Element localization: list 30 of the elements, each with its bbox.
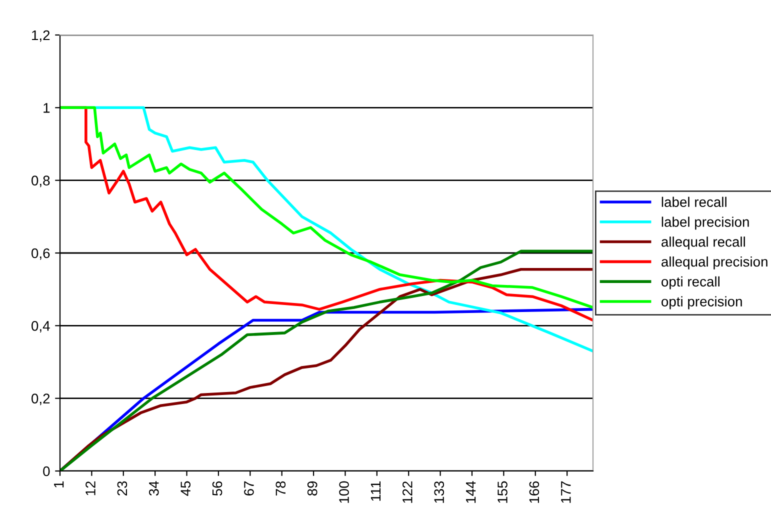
x-tick-label: 133: [434, 481, 444, 503]
x-tick-label: 144: [466, 481, 476, 503]
x-tick-label: 45: [180, 481, 190, 496]
x-tick-label: 23: [117, 481, 128, 496]
x-tick-label: 155: [498, 481, 508, 503]
y-tick-label: 0: [43, 466, 50, 476]
y-tick-label: 0,4: [32, 321, 50, 332]
x-tick-label: 111: [370, 481, 381, 501]
y-tick-label: 0,6: [32, 248, 50, 260]
x-tick-label: 89: [307, 481, 318, 496]
y-tick-label: 1: [44, 103, 50, 113]
legend-label: allequal recall: [662, 236, 745, 250]
x-tick-label: 12: [86, 481, 96, 496]
legend-label: label precision: [662, 216, 749, 230]
x-tick-label: 56: [212, 481, 222, 496]
y-tick-label: 1,2: [32, 30, 50, 42]
x-tick-label: 34: [148, 481, 159, 496]
y-tick-label: 0,8: [32, 176, 50, 188]
x-tick-label: 122: [402, 481, 412, 503]
legend-label: opti recall: [662, 276, 720, 290]
legend-label: allequal precision: [662, 256, 768, 270]
legend-label: opti precision: [662, 296, 742, 310]
x-tick-label: 166: [529, 481, 540, 503]
x-tick-label: 78: [276, 481, 286, 496]
x-tick-label: 67: [244, 481, 254, 496]
legend-label: label recall: [662, 196, 726, 207]
x-tick-label: 100: [339, 481, 349, 503]
y-tick-label: 0,2: [32, 394, 50, 406]
x-tick-label: 1: [54, 481, 64, 488]
x-tick-label: 177: [561, 481, 571, 503]
